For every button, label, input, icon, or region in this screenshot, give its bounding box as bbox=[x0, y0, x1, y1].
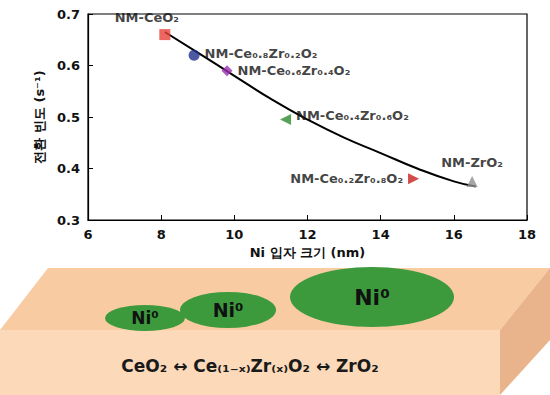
svg-text:6: 6 bbox=[83, 227, 92, 242]
svg-text:Ni 입자 크기 (nm): Ni 입자 크기 (nm) bbox=[250, 245, 366, 260]
svg-text:전환 빈도 (s⁻¹): 전환 빈도 (s⁻¹) bbox=[32, 70, 47, 163]
svg-text:8: 8 bbox=[157, 227, 166, 242]
svg-text:16: 16 bbox=[445, 227, 463, 242]
svg-text:CeO₂ ↔ Ce₍₁₋ₓ₎Zr₍ₓ₎O₂ ↔ ZrO₂: CeO₂ ↔ Ce₍₁₋ₓ₎Zr₍ₓ₎O₂ ↔ ZrO₂ bbox=[121, 356, 378, 376]
svg-text:10: 10 bbox=[225, 227, 243, 242]
svg-text:NM-ZrO₂: NM-ZrO₂ bbox=[441, 155, 503, 170]
svg-text:0.6: 0.6 bbox=[57, 58, 80, 73]
svg-text:Ni⁰: Ni⁰ bbox=[131, 308, 159, 328]
svg-text:0.5: 0.5 bbox=[57, 110, 80, 125]
svg-text:NM-Ce₀.₄Zr₀.₆O₂: NM-Ce₀.₄Zr₀.₆O₂ bbox=[296, 108, 409, 123]
svg-text:14: 14 bbox=[372, 227, 390, 242]
svg-text:12: 12 bbox=[298, 227, 316, 242]
svg-text:18: 18 bbox=[518, 227, 536, 242]
svg-text:NM-Ce₀.₆Zr₀.₄O₂: NM-Ce₀.₆Zr₀.₄O₂ bbox=[238, 63, 351, 78]
svg-text:Ni⁰: Ni⁰ bbox=[354, 285, 390, 310]
svg-text:NM-Ce₀.₈Zr₀.₂O₂: NM-Ce₀.₈Zr₀.₂O₂ bbox=[205, 46, 318, 61]
svg-text:0.4: 0.4 bbox=[57, 161, 80, 176]
svg-text:0.3: 0.3 bbox=[57, 213, 80, 228]
svg-text:0.7: 0.7 bbox=[57, 7, 80, 22]
svg-text:NM-Ce₀.₂Zr₀.₈O₂: NM-Ce₀.₂Zr₀.₈O₂ bbox=[290, 171, 403, 186]
svg-text:NM-CeO₂: NM-CeO₂ bbox=[115, 10, 179, 25]
svg-text:Ni⁰: Ni⁰ bbox=[213, 299, 244, 321]
